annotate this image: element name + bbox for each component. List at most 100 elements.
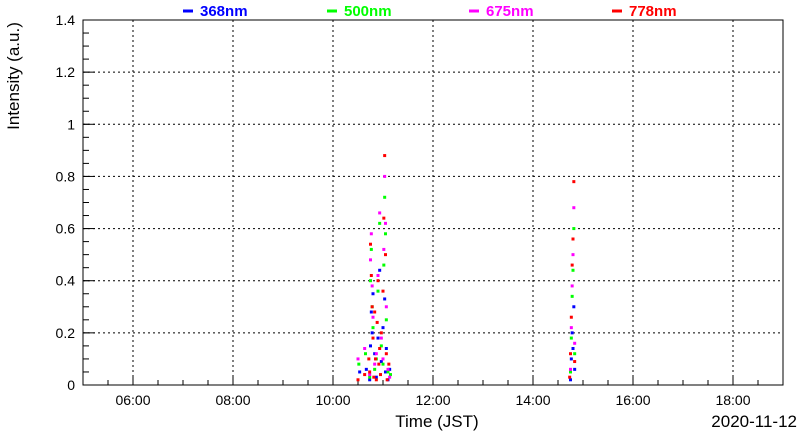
data-point-500nm bbox=[373, 367, 377, 371]
legend-label-368nm: 368nm bbox=[200, 3, 248, 20]
x-tick-label: 16:00 bbox=[615, 392, 650, 408]
data-point-368nm bbox=[384, 370, 387, 374]
data-point-500nm bbox=[383, 195, 387, 199]
data-point-778nm bbox=[569, 315, 573, 319]
data-point-500nm bbox=[573, 352, 577, 356]
data-point-778nm bbox=[573, 360, 577, 364]
x-axis-label: Time (JST) bbox=[395, 412, 478, 431]
data-point-500nm bbox=[382, 263, 386, 267]
data-point-500nm bbox=[376, 289, 380, 293]
data-point-778nm bbox=[369, 242, 372, 246]
data-point-675nm bbox=[369, 232, 373, 236]
y-tick-label: 1.2 bbox=[56, 64, 76, 80]
data-point-368nm bbox=[569, 357, 573, 361]
data-point-778nm bbox=[384, 253, 387, 257]
data-point-778nm bbox=[569, 352, 572, 356]
data-point-675nm bbox=[368, 373, 372, 377]
data-point-675nm bbox=[388, 375, 392, 379]
data-point-368nm bbox=[370, 331, 374, 335]
data-point-500nm bbox=[378, 221, 382, 225]
data-point-778nm bbox=[369, 274, 373, 277]
data-point-368nm bbox=[384, 347, 388, 350]
data-point-778nm bbox=[368, 370, 372, 374]
axis-ticks: 06:00 08:00 10:00 12:00 14:00 16:00 18:00 0 0.2 0… bbox=[56, 12, 784, 408]
data-point-675nm bbox=[378, 211, 382, 215]
data-point-675nm bbox=[363, 347, 367, 350]
data-point-778nm bbox=[375, 320, 379, 324]
data-point-778nm bbox=[374, 378, 378, 382]
legend-label-500nm: 500nm bbox=[344, 3, 392, 20]
data-point-675nm bbox=[573, 341, 577, 345]
data-point-778nm bbox=[378, 347, 382, 350]
date-label: 2020-11-12 bbox=[711, 412, 797, 431]
x-tick-label: 14:00 bbox=[515, 392, 550, 408]
data-point-368nm bbox=[388, 367, 392, 371]
data-point-500nm bbox=[384, 232, 387, 236]
data-point-778nm bbox=[373, 310, 377, 314]
data-point-368nm bbox=[571, 347, 575, 350]
data-point-368nm bbox=[379, 360, 383, 364]
legend-label-675nm: 675nm bbox=[486, 3, 534, 20]
data-point-368nm bbox=[381, 326, 385, 330]
x-tick-label: 08:00 bbox=[215, 392, 250, 408]
data-points bbox=[356, 154, 577, 382]
x-tick-label: 18:00 bbox=[715, 392, 750, 408]
x-tick-label: 10:00 bbox=[315, 392, 350, 408]
y-tick-label: 0 bbox=[67, 377, 75, 393]
data-point-778nm bbox=[387, 362, 391, 366]
data-point-368nm bbox=[368, 378, 372, 382]
legend-label-778nm: 778nm bbox=[629, 3, 677, 20]
data-point-778nm bbox=[570, 263, 574, 267]
data-point-368nm bbox=[358, 370, 362, 374]
data-point-500nm bbox=[572, 227, 576, 231]
data-point-675nm bbox=[374, 352, 378, 356]
data-point-500nm bbox=[571, 268, 575, 272]
x-tick-label: 06:00 bbox=[115, 392, 150, 408]
data-point-675nm bbox=[376, 274, 380, 277]
data-point-675nm bbox=[383, 174, 387, 178]
data-point-500nm bbox=[379, 344, 383, 348]
data-point-675nm bbox=[373, 362, 377, 366]
grid bbox=[83, 20, 783, 385]
data-point-675nm bbox=[569, 367, 572, 371]
data-point-500nm bbox=[569, 370, 572, 374]
data-point-778nm bbox=[356, 378, 360, 382]
data-point-778nm bbox=[363, 373, 367, 377]
y-tick-label: 0.6 bbox=[56, 221, 76, 237]
x-tick-label: 12:00 bbox=[415, 392, 450, 408]
data-point-675nm bbox=[381, 357, 385, 361]
data-point-368nm bbox=[569, 378, 572, 382]
data-point-368nm bbox=[374, 375, 378, 379]
data-point-675nm bbox=[379, 336, 383, 340]
y-tick-label: 0.2 bbox=[56, 325, 76, 341]
data-point-778nm bbox=[379, 373, 382, 377]
data-point-368nm bbox=[369, 310, 373, 314]
y-tick-label: 1 bbox=[67, 116, 75, 132]
data-point-500nm bbox=[369, 247, 373, 251]
data-point-778nm bbox=[374, 357, 377, 361]
data-point-778nm bbox=[371, 336, 375, 340]
y-tick-label: 0.8 bbox=[56, 168, 76, 184]
data-point-368nm bbox=[364, 367, 368, 371]
data-point-778nm bbox=[384, 352, 388, 356]
data-point-500nm bbox=[389, 373, 392, 377]
data-point-778nm bbox=[372, 375, 376, 379]
data-point-675nm bbox=[371, 315, 375, 319]
y-axis-label: Intensity (a.u.) bbox=[4, 22, 23, 130]
data-point-675nm bbox=[570, 284, 574, 288]
data-point-368nm bbox=[371, 292, 375, 296]
data-point-675nm bbox=[571, 253, 575, 257]
data-point-778nm bbox=[370, 305, 374, 309]
data-point-778nm bbox=[367, 357, 371, 361]
data-point-675nm bbox=[384, 305, 388, 309]
data-point-368nm bbox=[373, 352, 377, 356]
data-point-368nm bbox=[573, 367, 577, 371]
data-point-778nm bbox=[383, 154, 387, 158]
data-point-500nm bbox=[369, 279, 372, 283]
data-point-500nm bbox=[357, 362, 361, 366]
data-point-368nm bbox=[378, 268, 382, 272]
data-point-778nm bbox=[571, 237, 575, 241]
data-point-778nm bbox=[568, 375, 572, 379]
data-point-500nm bbox=[384, 318, 388, 322]
